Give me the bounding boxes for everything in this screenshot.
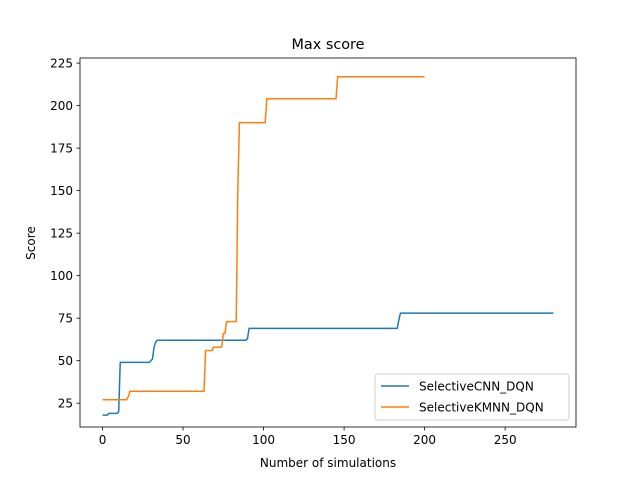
axes-frame <box>79 57 577 428</box>
x-tick-label: 50 <box>175 433 190 447</box>
y-tick-label: 125 <box>50 226 73 240</box>
y-tick-label: 200 <box>50 99 73 113</box>
y-tick-label: 50 <box>58 354 73 368</box>
series-line-2 <box>102 75 425 401</box>
y-tick-label: 25 <box>58 396 73 410</box>
y-tick-label: 75 <box>58 311 73 325</box>
y-tick-label: 225 <box>50 56 73 70</box>
y-axis-label: Score <box>24 226 38 260</box>
plot-area: 0 50 100 150 200 250 25 50 75 100 125 150 175 200 225 <box>50 56 577 447</box>
x-tick-label: 0 <box>99 433 107 447</box>
x-axis-label: Number of simulations <box>260 456 396 470</box>
y-tick-label: 150 <box>50 184 73 198</box>
legend-label-1: SelectiveCNN_DQN <box>419 379 534 393</box>
y-tick-label: 100 <box>50 269 73 283</box>
x-tick-label: 250 <box>494 433 517 447</box>
legend-label-2: SelectiveKMNN_DQN <box>419 400 544 414</box>
x-tick-label: 100 <box>252 433 275 447</box>
chart-title: Max score <box>292 37 365 53</box>
x-tick-label: 150 <box>333 433 356 447</box>
legend-box <box>374 373 570 421</box>
x-tick-label: 200 <box>413 433 436 447</box>
series-line-1 <box>102 312 554 416</box>
y-tick-label: 175 <box>50 141 73 155</box>
legend: SelectiveCNN_DQN SelectiveKMNN_DQN <box>374 373 570 421</box>
